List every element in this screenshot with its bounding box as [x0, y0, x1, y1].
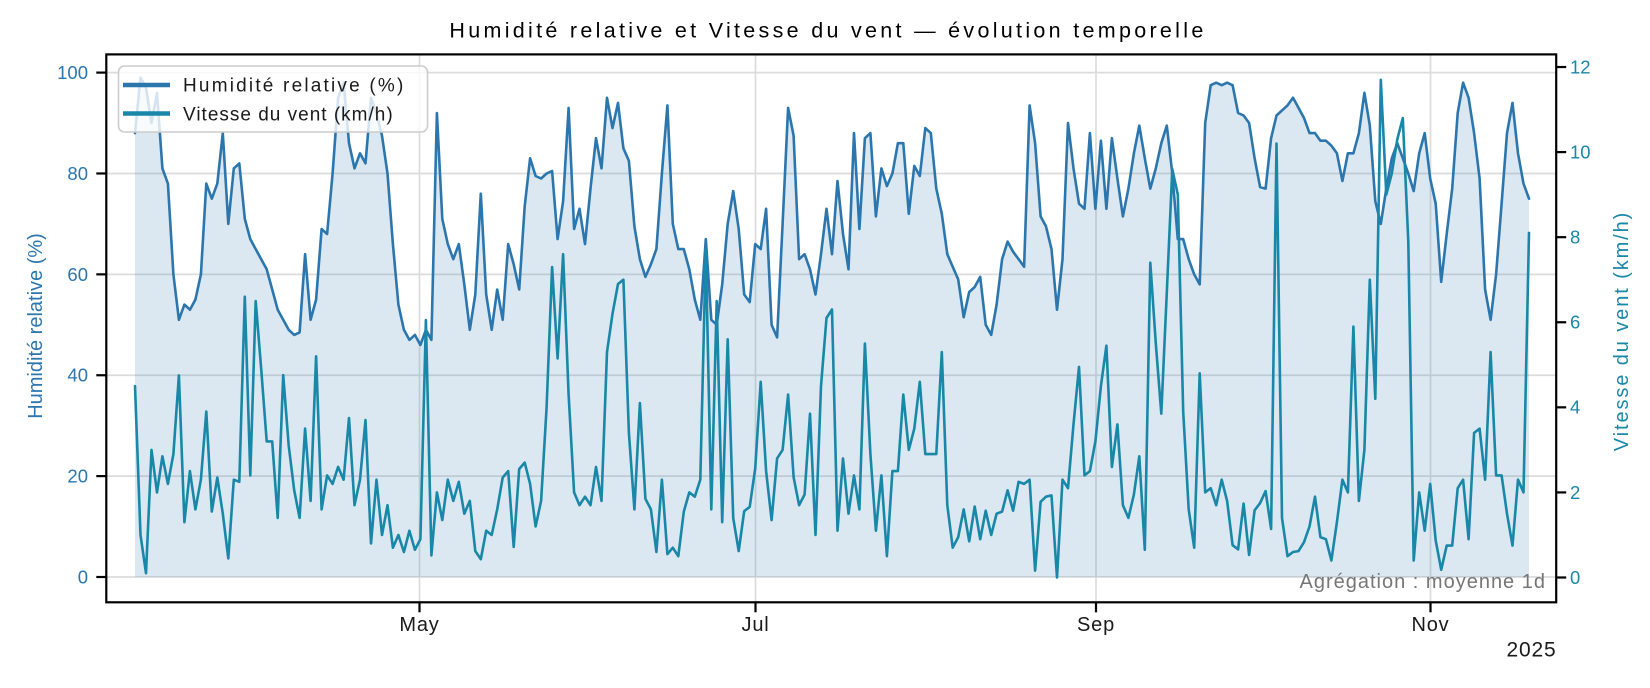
svg-text:0: 0 — [78, 566, 88, 587]
svg-text:8: 8 — [1570, 227, 1580, 248]
svg-text:Humidité relative et Vitesse d: Humidité relative et Vitesse du vent — é… — [449, 19, 1206, 43]
svg-text:Nov: Nov — [1412, 614, 1450, 636]
svg-text:100: 100 — [57, 62, 88, 83]
svg-text:Humidité relative (%): Humidité relative (%) — [25, 233, 47, 419]
svg-text:4: 4 — [1570, 397, 1580, 418]
svg-text:2: 2 — [1570, 482, 1580, 503]
svg-text:Vitesse du vent (km/h): Vitesse du vent (km/h) — [183, 104, 394, 125]
svg-text:60: 60 — [67, 264, 88, 285]
svg-text:12: 12 — [1570, 56, 1591, 77]
svg-text:20: 20 — [67, 466, 88, 487]
svg-text:Vitesse du vent (km/h): Vitesse du vent (km/h) — [1611, 211, 1633, 451]
svg-text:Agrégation : moyenne 1d: Agrégation : moyenne 1d — [1300, 571, 1547, 593]
svg-text:10: 10 — [1570, 141, 1591, 162]
svg-text:Jul: Jul — [742, 614, 770, 636]
svg-text:0: 0 — [1570, 567, 1580, 588]
svg-text:40: 40 — [67, 365, 88, 386]
svg-text:Sep: Sep — [1077, 614, 1115, 636]
svg-text:May: May — [399, 614, 439, 636]
svg-text:2025: 2025 — [1507, 639, 1557, 662]
svg-text:6: 6 — [1570, 312, 1580, 333]
svg-text:Humidité relative (%): Humidité relative (%) — [183, 76, 406, 97]
svg-text:80: 80 — [67, 163, 88, 184]
